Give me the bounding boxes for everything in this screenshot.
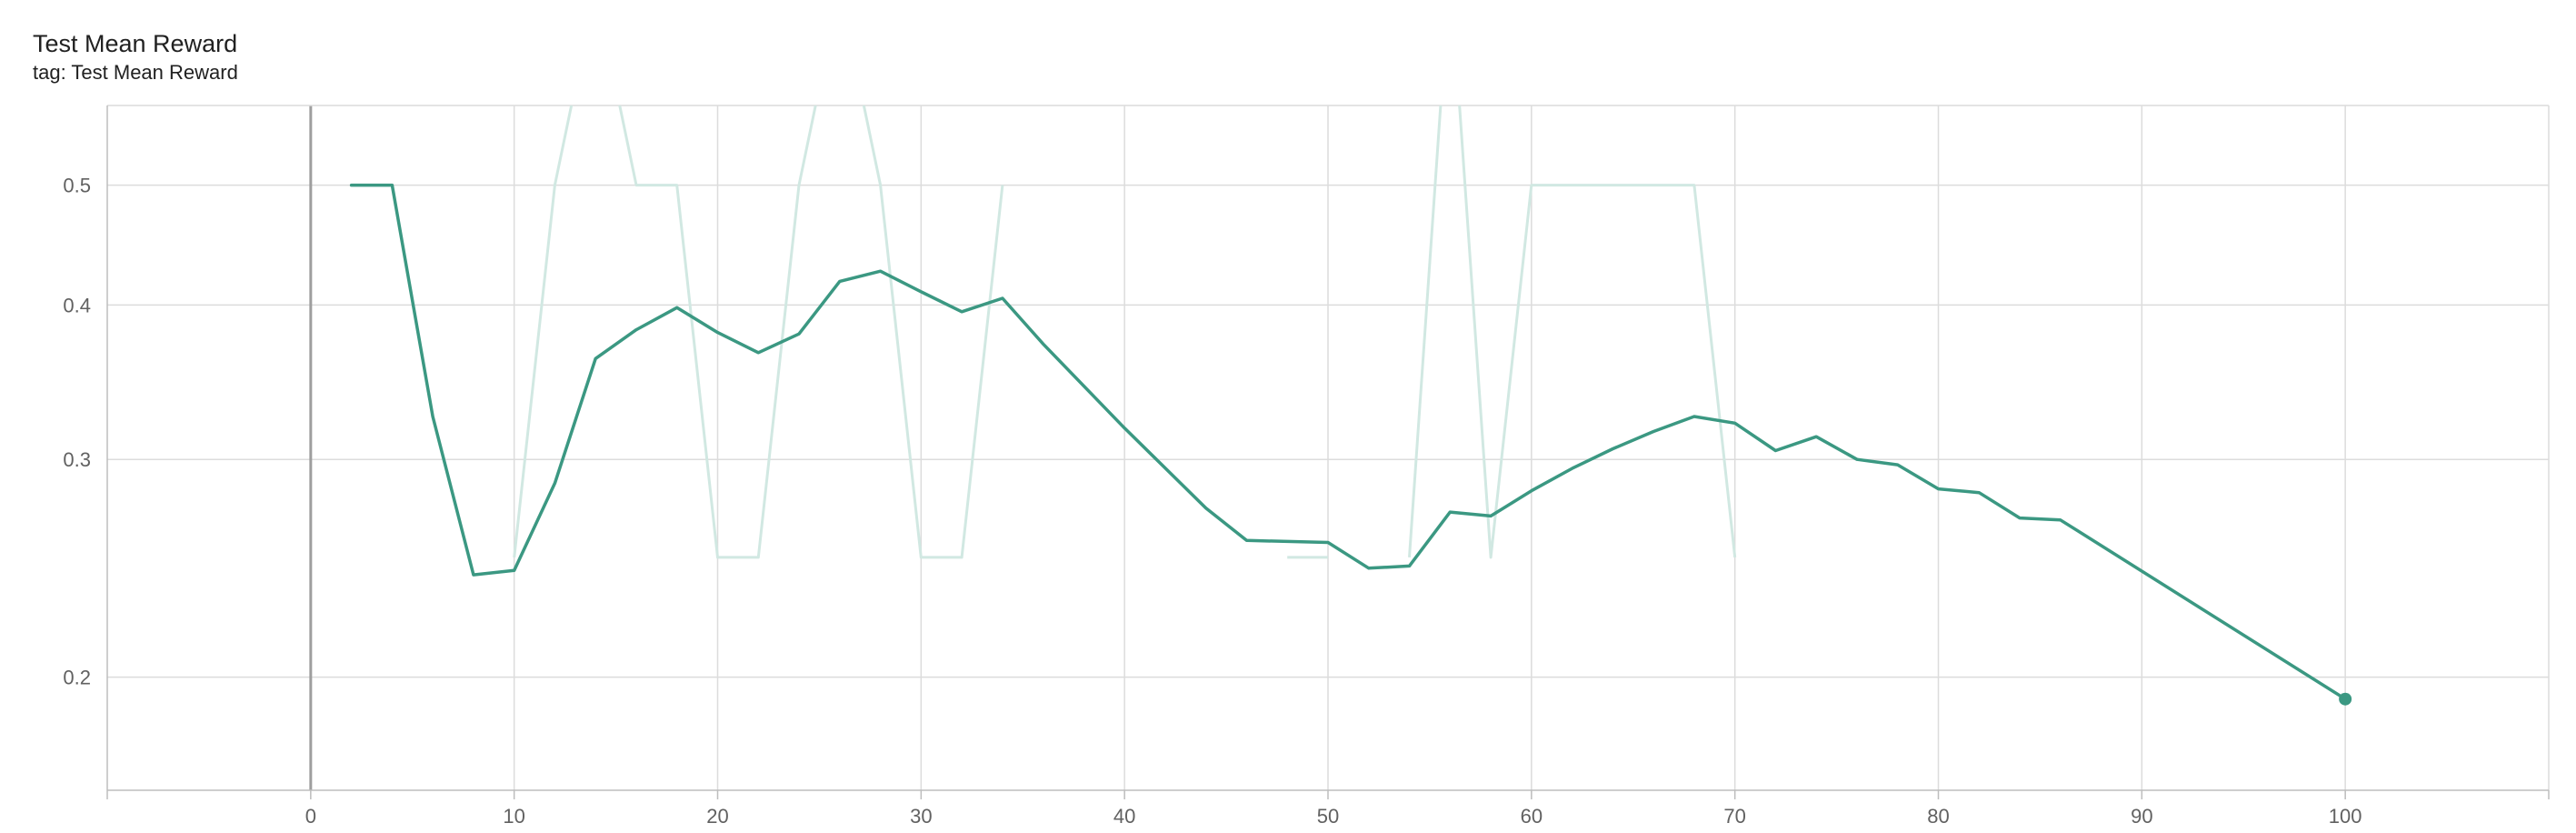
raw-series-line [618,105,817,559]
y-tick-label: 0.4 [63,294,91,316]
grid-layer [107,105,2549,790]
x-tick-label: 100 [2329,805,2362,828]
axis-layer [106,105,2550,799]
smoothed-series-line [349,183,2347,701]
x-tick-label: 70 [1723,805,1745,828]
x-tick-label: 20 [706,805,728,828]
x-tick-label: 60 [1521,805,1543,828]
smoothed-series-layer [349,183,2352,706]
y-tick-label: 0.2 [63,667,91,689]
chart-title: Test Mean Reward [33,30,238,57]
last-point-marker [2339,692,2352,706]
x-tick-label: 30 [910,805,932,828]
raw-series-layer [513,105,1737,559]
y-tick-labels: 0.2 0.3 0.4 0.5 [63,175,91,689]
y-tick-label: 0.3 [63,448,91,471]
x-tick-label: 10 [503,805,524,828]
x-tick-labels: 0 10 20 30 40 50 60 70 80 90 100 [305,805,2362,828]
raw-series-line [513,105,574,558]
x-tick-label: 90 [2131,805,2152,828]
chart-subtitle: tag: Test Mean Reward [33,61,238,84]
x-tick-label: 40 [1113,805,1135,828]
raw-series-line [1458,105,1737,559]
raw-series-line [862,105,1004,559]
y-tick-label: 0.5 [63,175,91,197]
x-tick-label: 80 [1927,805,1949,828]
x-tick-label: 50 [1317,805,1339,828]
raw-series-line [1408,105,1443,558]
x-tick-label: 0 [305,805,316,828]
